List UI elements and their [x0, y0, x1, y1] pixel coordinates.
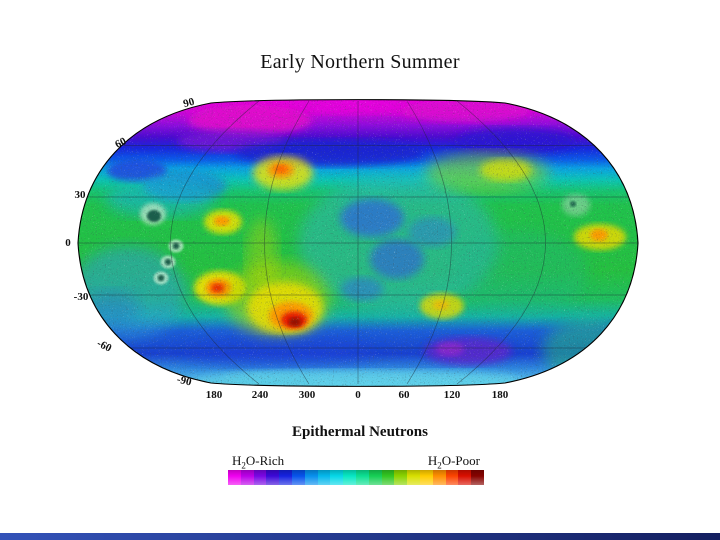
colorbar-segment [419, 470, 433, 485]
footer-bar [0, 533, 720, 540]
colorbar-segment [228, 470, 241, 485]
colorbar-segment [279, 470, 292, 485]
colorbar [228, 470, 484, 485]
colorbar-segment [407, 470, 420, 485]
colorbar-segment [343, 470, 356, 485]
colorbar-segment [458, 470, 472, 485]
subscript: 2 [241, 460, 246, 471]
colorbar-segment [355, 470, 369, 485]
colorbar-segment [291, 470, 305, 485]
colorbar-segment [304, 470, 318, 485]
colorbar-label-rich: H2O-Rich [232, 453, 285, 471]
colorbar-segment [471, 470, 484, 485]
lon-tick-60: 60 [398, 389, 410, 401]
lon-tick-120: 120 [443, 389, 461, 401]
lon-tick-180e: 180 [491, 389, 509, 401]
lon-tick-180w: 180 [205, 389, 223, 401]
figure-subtitle: Epithermal Neutrons [292, 424, 428, 440]
colorbar-segment [394, 470, 408, 485]
colorbar-segment [240, 470, 254, 485]
colorbar-label-poor: H2O-Poor [427, 453, 480, 471]
colorbar-segment [432, 470, 446, 485]
colorbar-segment [330, 470, 344, 485]
colorbar-labels: H2O-Rich H2O-Poor [232, 453, 480, 471]
subscript: 2 [437, 460, 442, 471]
map-noise [78, 99, 638, 387]
lat-tick-0: 0 [65, 237, 71, 249]
graticule [78, 100, 638, 385]
colorbar-segment [445, 470, 459, 485]
colorbar-segment [317, 470, 331, 485]
slide-title: Early Northern Summer [260, 51, 460, 73]
lon-tick-240: 240 [251, 389, 269, 401]
colorbar-segment [253, 470, 267, 485]
colorbar-segment [368, 470, 382, 485]
lat-tick-30: 30 [74, 189, 86, 201]
colorbar-segment [381, 470, 395, 485]
lon-tick-300: 300 [298, 389, 316, 401]
lon-tick-0: 0 [355, 389, 361, 401]
lat-tick-m30: -30 [73, 291, 89, 303]
colorbar-segment [266, 470, 280, 485]
